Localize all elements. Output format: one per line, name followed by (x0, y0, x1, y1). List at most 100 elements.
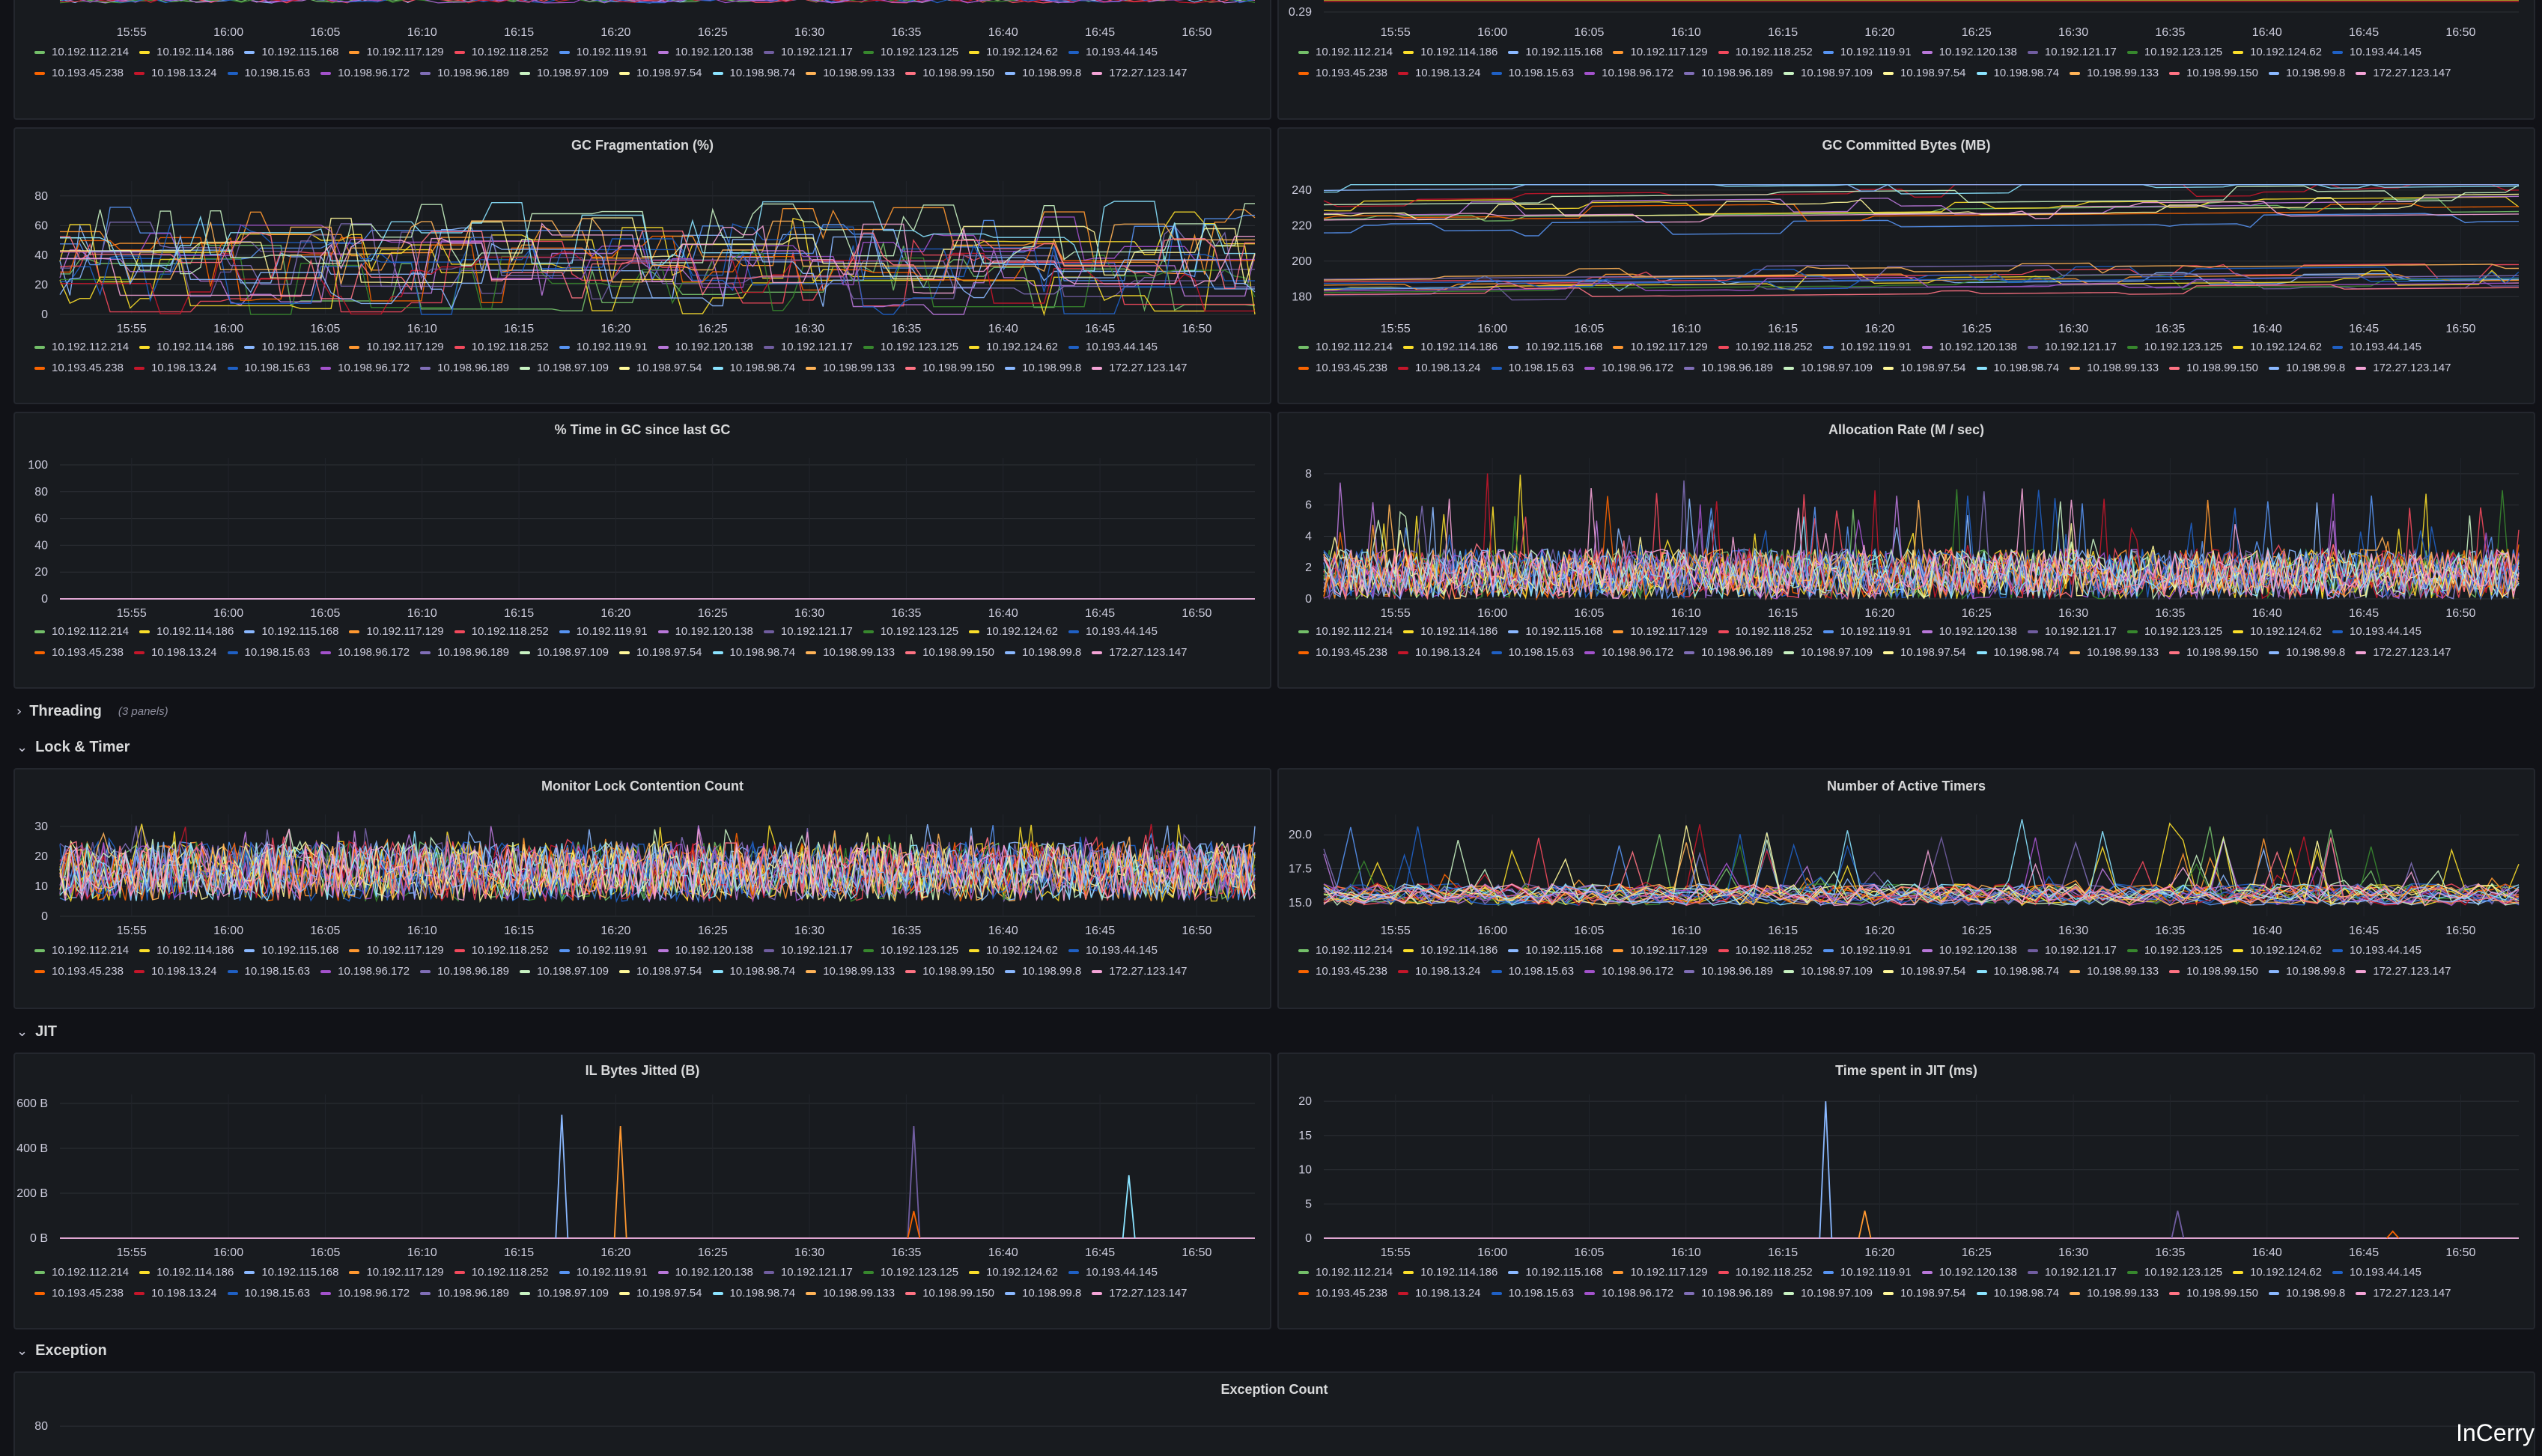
legend-item[interactable]: 10.192.119.91 (559, 624, 648, 639)
legend-item[interactable]: 10.193.45.238 (1298, 66, 1387, 81)
legend-item[interactable]: 10.193.44.145 (2332, 45, 2421, 60)
legend-item[interactable]: 10.192.112.214 (34, 340, 129, 355)
legend-item[interactable]: 10.193.44.145 (2332, 943, 2421, 958)
legend-item[interactable]: 10.192.124.62 (969, 943, 1058, 958)
legend-item[interactable]: 10.193.44.145 (2332, 1265, 2421, 1280)
legend-item[interactable]: 10.192.114.186 (139, 340, 234, 355)
legend-item[interactable]: 10.192.120.138 (657, 45, 753, 60)
legend-item[interactable]: 10.198.99.8 (2269, 361, 2345, 376)
legend-item[interactable]: 10.192.123.125 (863, 45, 958, 60)
legend-item[interactable]: 10.198.97.54 (1882, 964, 1966, 979)
legend-item[interactable]: 10.198.99.8 (2269, 1286, 2345, 1301)
legend-item[interactable]: 10.192.123.125 (863, 1265, 958, 1280)
legend-item[interactable]: 10.192.112.214 (1298, 340, 1393, 355)
legend-item[interactable]: 10.192.121.17 (2027, 624, 2117, 639)
legend-item[interactable]: 10.192.114.186 (1403, 45, 1497, 60)
legend-item[interactable]: 172.27.123.147 (2356, 66, 2451, 81)
row-jit[interactable]: ⌄ JIT (16, 1017, 57, 1047)
legend-item[interactable]: 10.192.118.252 (1718, 45, 1813, 60)
legend-item[interactable]: 10.192.119.91 (559, 45, 648, 60)
legend-item[interactable]: 10.198.97.109 (520, 1286, 609, 1301)
legend-item[interactable]: 10.193.45.238 (34, 964, 124, 979)
legend-item[interactable]: 10.192.121.17 (2027, 943, 2117, 958)
legend-item[interactable]: 10.192.124.62 (2233, 943, 2322, 958)
legend-item[interactable]: 10.193.45.238 (34, 361, 124, 376)
legend-item[interactable]: 10.198.13.24 (133, 964, 217, 979)
legend-item[interactable]: 10.192.114.186 (1403, 943, 1497, 958)
legend-item[interactable]: 10.198.96.189 (420, 1286, 509, 1301)
legend-item[interactable]: 10.198.99.150 (2169, 361, 2258, 376)
legend-item[interactable]: 10.192.115.168 (244, 340, 338, 355)
legend-item[interactable]: 10.192.118.252 (454, 624, 549, 639)
panel-gc-committed-bytes[interactable]: GC Committed Bytes (MB) 180 200 220 240 15:55… (1277, 127, 2535, 404)
legend-item[interactable]: 10.192.114.186 (139, 1265, 234, 1280)
legend-item[interactable]: 10.192.112.214 (34, 943, 129, 958)
legend-item[interactable]: 10.198.96.189 (1684, 361, 1773, 376)
row-exception[interactable]: ⌄ Exception (16, 1335, 107, 1365)
legend-item[interactable]: 10.192.115.168 (244, 1265, 338, 1280)
legend-item[interactable]: 10.192.123.125 (863, 624, 958, 639)
legend-item[interactable]: 10.192.112.214 (1298, 1265, 1393, 1280)
legend-item[interactable]: 10.192.119.91 (559, 1265, 648, 1280)
legend-item[interactable]: 10.192.121.17 (763, 45, 853, 60)
legend-item[interactable]: 10.192.117.129 (1613, 1265, 1708, 1280)
legend-item[interactable]: 10.192.118.252 (1718, 1265, 1813, 1280)
legend-item[interactable]: 10.192.123.125 (2126, 45, 2222, 60)
panel-time-in-jit[interactable]: Time spent in JIT (ms) 0 5 10 15 20 15:55 16:00… (1277, 1053, 2535, 1329)
legend-item[interactable]: 10.192.121.17 (2027, 340, 2117, 355)
legend-item[interactable]: 10.198.13.24 (133, 361, 217, 376)
legend-item[interactable]: 10.192.123.125 (2126, 943, 2222, 958)
legend-item[interactable]: 10.198.15.63 (227, 361, 310, 376)
legend-item[interactable]: 10.198.99.133 (806, 964, 895, 979)
legend-item[interactable]: 10.192.120.138 (657, 340, 753, 355)
legend-item[interactable]: 10.198.96.172 (320, 964, 410, 979)
legend-item[interactable]: 10.192.118.252 (454, 943, 549, 958)
panel-il-bytes-jitted[interactable]: IL Bytes Jitted (B) 0 B 200 B 400 B 600 B 15:… (13, 1053, 1271, 1329)
legend-item[interactable]: 10.193.45.238 (1298, 645, 1387, 660)
legend-item[interactable]: 10.198.99.150 (2169, 645, 2258, 660)
legend-item[interactable]: 172.27.123.147 (2356, 361, 2451, 376)
legend-item[interactable]: 10.198.15.63 (1491, 66, 1574, 81)
panel-exception-count[interactable]: Exception Count 80 (13, 1371, 2535, 1456)
legend-item[interactable]: 10.192.123.125 (2126, 340, 2222, 355)
legend-item[interactable]: 10.192.124.62 (2233, 624, 2322, 639)
legend-item[interactable]: 10.192.120.138 (1921, 1265, 2017, 1280)
legend-item[interactable]: 10.192.123.125 (863, 340, 958, 355)
legend-item[interactable]: 10.198.98.74 (1976, 66, 2059, 81)
legend-item[interactable]: 10.198.99.150 (905, 66, 994, 81)
legend-item[interactable]: 10.198.97.54 (1882, 645, 1966, 660)
legend-item[interactable]: 10.192.112.214 (34, 624, 129, 639)
legend-item[interactable]: 172.27.123.147 (2356, 645, 2451, 660)
legend-item[interactable]: 10.198.99.8 (2269, 964, 2345, 979)
legend-item[interactable]: 10.198.99.133 (2070, 1286, 2159, 1301)
legend-item[interactable]: 10.198.96.189 (420, 361, 509, 376)
legend-item[interactable]: 10.198.99.150 (905, 645, 994, 660)
legend-item[interactable]: 10.192.118.252 (454, 45, 549, 60)
legend-item[interactable]: 10.198.97.54 (1882, 361, 1966, 376)
legend-item[interactable]: 10.192.112.214 (1298, 624, 1393, 639)
legend-item[interactable]: 10.198.99.150 (905, 1286, 994, 1301)
legend-item[interactable]: 10.192.118.252 (1718, 624, 1813, 639)
legend-item[interactable]: 10.192.114.186 (139, 45, 234, 60)
legend-item[interactable]: 10.198.96.172 (1584, 1286, 1673, 1301)
legend-item[interactable]: 172.27.123.147 (1092, 66, 1188, 81)
panel-monitor-lock-contention[interactable]: Monitor Lock Contention Count 0 10 20 30 15:5… (13, 768, 1271, 1009)
legend-item[interactable]: 10.198.97.109 (520, 964, 609, 979)
legend-item[interactable]: 10.192.117.129 (1613, 624, 1708, 639)
legend-item[interactable]: 172.27.123.147 (2356, 964, 2451, 979)
legend-item[interactable]: 10.198.99.8 (1005, 964, 1081, 979)
legend-item[interactable]: 10.192.114.186 (1403, 1265, 1497, 1280)
legend-item[interactable]: 10.198.97.54 (618, 1286, 702, 1301)
legend-item[interactable]: 10.198.97.54 (618, 361, 702, 376)
legend-item[interactable]: 10.198.97.54 (618, 964, 702, 979)
legend-item[interactable]: 10.192.123.125 (2126, 1265, 2222, 1280)
legend-item[interactable]: 10.198.15.63 (1491, 645, 1574, 660)
legend-item[interactable]: 10.198.99.8 (1005, 645, 1081, 660)
legend-item[interactable]: 10.192.117.129 (349, 340, 444, 355)
legend-item[interactable]: 10.192.120.138 (657, 624, 753, 639)
legend-item[interactable]: 10.192.124.62 (2233, 1265, 2322, 1280)
legend-item[interactable]: 10.198.96.172 (1584, 66, 1673, 81)
legend-item[interactable]: 10.192.115.168 (1508, 624, 1602, 639)
legend-item[interactable]: 10.198.13.24 (1397, 66, 1481, 81)
legend-item[interactable]: 10.198.15.63 (227, 1286, 310, 1301)
